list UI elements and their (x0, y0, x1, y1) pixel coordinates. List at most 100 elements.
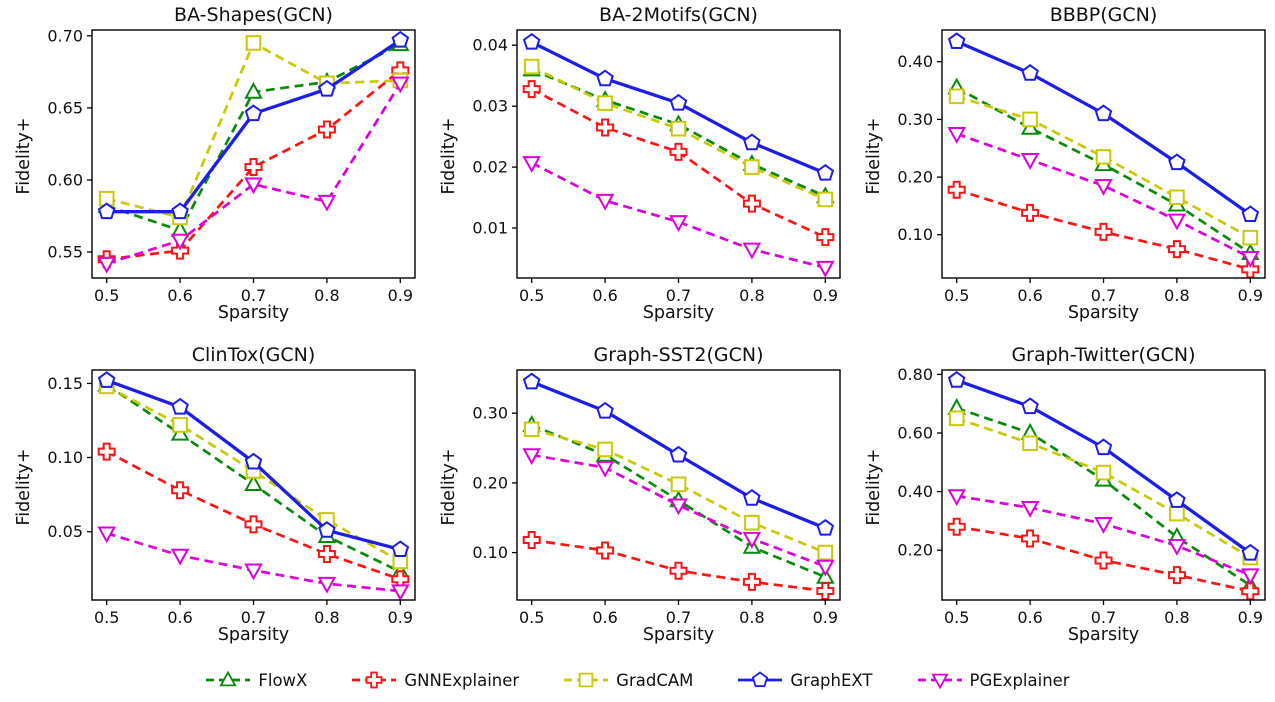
legend-item-graphext: GraphEXT (737, 669, 873, 691)
x-ticks: 0.5 0.6 0.7 0.8 0.9 (519, 600, 838, 627)
svg-text:0.7: 0.7 (1091, 608, 1116, 627)
legend-item-pgexplainer: PGExplainer (917, 669, 1070, 691)
svg-text:0.5: 0.5 (94, 286, 119, 305)
legend-label: PGExplainer (969, 670, 1070, 690)
svg-text:0.6: 0.6 (1017, 608, 1042, 627)
gnnexplainer-line-marker-icon (352, 671, 397, 689)
line-FlowX (531, 68, 826, 198)
svg-text:0.40: 0.40 (897, 52, 933, 71)
svg-text:0.7: 0.7 (241, 286, 266, 305)
svg-text:0.20: 0.20 (897, 541, 933, 560)
svg-text:0.5: 0.5 (519, 608, 544, 627)
svg-text:0.8: 0.8 (314, 286, 339, 305)
svg-text:0.6: 0.6 (1017, 286, 1042, 305)
svg-text:0.8: 0.8 (739, 286, 764, 305)
chart-grid: 0.5 0.6 0.7 0.8 0.9 0.55 0.60 0.65 0.70 BA-Shape… (0, 0, 1275, 662)
svg-text:0.60: 0.60 (897, 424, 933, 443)
plot-area-bbbp: 0.5 0.6 0.7 0.8 0.9 0.10 0.20 0.30 0.40 (897, 29, 1266, 305)
y-ticks: 0.55 0.60 0.65 0.70 (47, 26, 92, 262)
y-ticks: 0.01 0.02 0.03 0.04 (472, 36, 517, 238)
x-ticks: 0.5 0.6 0.7 0.8 0.9 (94, 600, 413, 627)
svg-text:0.65: 0.65 (47, 98, 83, 117)
plot-area-graph-sst2: 0.5 0.6 0.7 0.8 0.9 0.10 0.20 0.30 (472, 369, 841, 627)
svg-text:0.8: 0.8 (1164, 286, 1189, 305)
svg-text:0.7: 0.7 (666, 608, 691, 627)
markers-GraphEXT (947, 371, 1260, 561)
svg-text:0.80: 0.80 (897, 365, 933, 384)
svg-text:0.5: 0.5 (944, 608, 969, 627)
y-axis-label: Fidelity+ (864, 117, 884, 195)
svg-text:0.05: 0.05 (47, 522, 83, 541)
line-PGExplainer (106, 531, 401, 593)
svg-text:0.5: 0.5 (94, 608, 119, 627)
markers-GNNExplainer (97, 61, 410, 269)
svg-text:0.7: 0.7 (241, 608, 266, 627)
svg-text:0.04: 0.04 (472, 36, 508, 55)
line-GNNExplainer (106, 69, 402, 261)
line-PGExplainer (531, 453, 826, 568)
subplot-bbbp: 0.5 0.6 0.7 0.8 0.9 0.10 0.20 0.30 0.40 BBBP(GCN… (850, 0, 1275, 340)
markers-GraphEXT (97, 371, 410, 558)
markers-PGExplainer (947, 127, 1260, 268)
x-ticks: 0.5 0.6 0.7 0.8 0.9 (944, 600, 1263, 627)
svg-text:0.03: 0.03 (472, 97, 508, 116)
legend-item-gnnexplainer: GNNExplainer (351, 669, 519, 691)
svg-text:0.8: 0.8 (314, 608, 339, 627)
markers-GNNExplainer (522, 80, 835, 247)
markers-GraphEXT (522, 372, 835, 536)
svg-text:0.8: 0.8 (1164, 608, 1189, 627)
svg-text:0.10: 0.10 (47, 448, 83, 467)
markers-GradCAM (523, 421, 834, 561)
axes-frame (941, 369, 1266, 601)
y-ticks: 0.10 0.20 0.30 0.40 (897, 52, 942, 244)
flowx-line-marker-icon (206, 670, 251, 687)
svg-text:0.6: 0.6 (167, 608, 192, 627)
x-ticks: 0.5 0.6 0.7 0.8 0.9 (944, 278, 1263, 305)
y-ticks: 0.10 0.20 0.30 (472, 404, 517, 562)
subplot-graph-twitter: 0.5 0.6 0.7 0.8 0.9 0.20 0.40 0.60 0.80 Graph-Tw… (850, 340, 1275, 662)
svg-text:0.60: 0.60 (47, 171, 83, 190)
legend-label: FlowX (258, 670, 308, 690)
svg-text:0.9: 0.9 (1238, 608, 1263, 627)
markers-PGExplainer (97, 76, 410, 274)
x-axis-label: Sparsity (217, 625, 290, 645)
graphext-line-marker-icon (738, 671, 783, 687)
markers-PGExplainer (947, 489, 1260, 586)
chart-title: BA-Shapes(GCN) (174, 4, 333, 26)
markers-GNNExplainer (522, 531, 835, 600)
line-PGExplainer (106, 82, 402, 265)
line-GNNExplainer (531, 87, 826, 239)
y-ticks: 0.05 0.10 0.15 (47, 374, 92, 541)
axes-frame (516, 29, 841, 279)
svg-text:0.02: 0.02 (472, 158, 508, 177)
markers-PGExplainer (522, 448, 835, 577)
plot-area-ba-shapes: 0.5 0.6 0.7 0.8 0.9 0.55 0.60 0.65 0.70 (47, 26, 416, 305)
y-ticks: 0.20 0.40 0.60 0.80 (897, 365, 942, 560)
legend-item-gradcam: GradCAM (563, 669, 693, 691)
svg-text:0.7: 0.7 (666, 286, 691, 305)
chart-title: ClinTox(GCN) (191, 344, 316, 366)
legend-label: GradCAM (616, 670, 694, 690)
y-axis-label: Fidelity+ (439, 448, 459, 526)
axes-frame (941, 29, 1266, 279)
subplot-ba-shapes: 0.5 0.6 0.7 0.8 0.9 0.55 0.60 0.65 0.70 BA-Shape… (0, 0, 425, 340)
legend-label: GraphEXT (790, 670, 873, 690)
line-GradCAM (956, 95, 1251, 239)
svg-text:0.7: 0.7 (1091, 286, 1116, 305)
axes-frame (91, 29, 416, 279)
plot-area-graph-twitter: 0.5 0.6 0.7 0.8 0.9 0.20 0.40 0.60 0.80 (897, 365, 1266, 627)
markers-GNNExplainer (947, 517, 1260, 601)
line-FlowX (106, 43, 401, 233)
y-axis-label: Fidelity+ (439, 117, 459, 195)
x-ticks: 0.5 0.6 0.7 0.8 0.9 (94, 278, 413, 305)
markers-GradCAM (948, 410, 1259, 566)
axes-frame (516, 369, 841, 601)
markers-GNNExplainer (947, 180, 1260, 279)
subplot-ba-2motifs: 0.5 0.6 0.7 0.8 0.9 0.01 0.02 0.03 0.04 BA-2Moti… (425, 0, 850, 340)
markers-PGExplainer (97, 526, 410, 602)
svg-text:0.10: 0.10 (897, 225, 933, 244)
svg-text:0.9: 0.9 (1238, 286, 1263, 305)
markers-PGExplainer (522, 156, 835, 278)
y-axis-label: Fidelity+ (14, 448, 34, 526)
chart-title: BBBP(GCN) (1049, 4, 1158, 26)
